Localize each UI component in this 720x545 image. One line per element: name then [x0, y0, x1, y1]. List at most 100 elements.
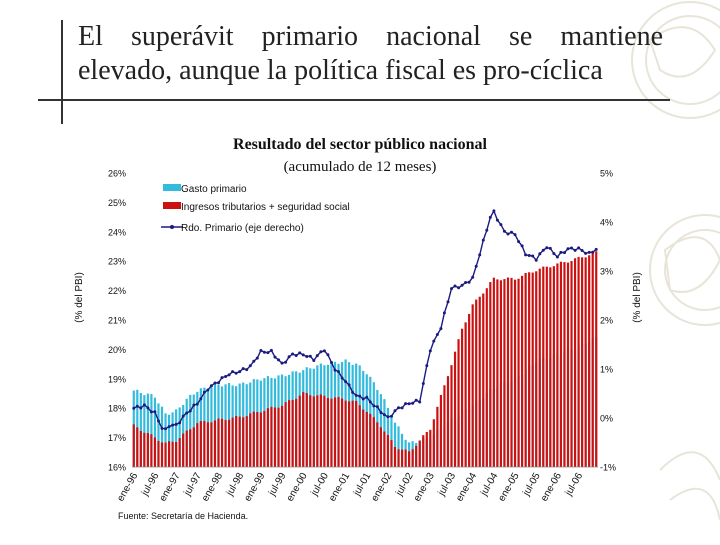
legend-marker-resultado: [170, 225, 174, 229]
slide-title-line1: El superávit primario nacional se mantie…: [78, 21, 663, 52]
resultado-point: [379, 411, 383, 414]
resultado-point: [174, 422, 178, 426]
left-tick-label: 16%: [108, 463, 126, 473]
ingresos-bar: [199, 421, 202, 467]
ingresos-bar: [323, 395, 326, 467]
ingresos-bar: [351, 400, 354, 467]
resultado-point: [326, 353, 330, 357]
resultado-point: [241, 367, 245, 371]
ingresos-bar: [231, 417, 234, 467]
ingresos-bar: [312, 396, 315, 467]
resultado-point: [421, 382, 425, 385]
ingresos-bar: [203, 420, 206, 467]
ingresos-bar: [192, 427, 195, 467]
resultado-point: [531, 254, 535, 258]
resultado-point: [139, 406, 143, 410]
resultado-point: [471, 275, 475, 279]
gasto-bar: [178, 407, 181, 467]
ingresos-bar: [238, 416, 241, 467]
left-tick-label: 22%: [108, 286, 126, 296]
resultado-point: [238, 370, 242, 374]
ingresos-bar: [139, 431, 142, 467]
resultado-point: [167, 425, 171, 429]
left-tick-label: 25%: [108, 198, 126, 208]
resultado-point: [375, 405, 379, 409]
ingresos-bar: [418, 440, 421, 467]
ingresos-bar: [513, 279, 517, 467]
resultado-point: [160, 426, 164, 430]
resultado-point: [450, 287, 453, 291]
ingresos-bar: [425, 432, 428, 467]
ingresos-bar: [460, 328, 464, 467]
ingresos-bar: [531, 272, 534, 467]
left-tick-label: 23%: [108, 257, 126, 267]
x-tick-label: ene-02: [369, 471, 394, 504]
x-tick-label: jul-02: [393, 471, 415, 499]
chart-subtitle: (acumulado de 12 meses): [283, 159, 437, 175]
legend-swatch-gasto: [163, 184, 181, 191]
gasto-bar: [175, 409, 178, 467]
ingresos-bar: [242, 417, 245, 467]
x-tick-label: ene-98: [200, 471, 225, 504]
resultado-point: [594, 247, 598, 251]
gasto-bar: [164, 413, 167, 467]
resultado-point: [453, 284, 457, 288]
ingresos-bar: [291, 399, 294, 467]
resultado-point: [171, 423, 175, 427]
resultado-point: [577, 246, 581, 250]
ingresos-bar: [252, 411, 255, 467]
resultado-point: [464, 281, 468, 284]
resultado-point: [481, 238, 485, 242]
ingresos-bar: [559, 261, 563, 467]
ingresos-bar: [189, 429, 192, 467]
ingresos-bar: [563, 262, 566, 467]
ingresos-bar: [489, 282, 492, 467]
ingresos-bar: [305, 393, 308, 467]
gasto-bar: [393, 422, 397, 467]
resultado-point: [474, 264, 478, 268]
ingresos-bar: [570, 261, 573, 467]
legend-swatch-ingresos: [163, 202, 181, 209]
ingresos-bar: [482, 293, 485, 467]
resultado-point: [291, 352, 295, 356]
ingresos-bar: [588, 255, 591, 467]
x-tick-label: jul-05: [521, 471, 543, 499]
x-tick-label: jul-03: [436, 471, 458, 499]
ingresos-bar: [411, 449, 414, 467]
ingresos-bar: [492, 277, 495, 467]
ingresos-bar: [227, 419, 231, 467]
resultado-point: [478, 253, 482, 257]
resultado-point: [541, 248, 545, 252]
ingresos-bar: [468, 313, 471, 467]
resultado-point: [135, 404, 139, 408]
right-tick-label: 4%: [600, 218, 613, 228]
ingresos-bar: [581, 257, 584, 467]
resultado-point: [573, 248, 577, 252]
resultado-point: [294, 354, 298, 357]
ingresos-bar: [136, 427, 139, 467]
title-horizontal-rule: [38, 99, 670, 101]
gasto-bar: [153, 397, 157, 467]
ingresos-bar: [415, 445, 418, 467]
resultado-point: [442, 311, 446, 315]
resultado-point: [580, 249, 584, 252]
resultado-point: [312, 359, 316, 362]
resultado-point: [407, 402, 411, 406]
ingresos-bar: [595, 251, 598, 467]
slide-title: El superávit primario nacional se mantie…: [78, 20, 663, 88]
ingresos-bar: [298, 395, 301, 467]
resultado-line-group: [132, 209, 598, 431]
resultado-point: [245, 368, 249, 372]
ingresos-bar: [386, 434, 390, 467]
resultado-point: [552, 252, 556, 256]
resultado-point: [418, 400, 422, 404]
right-tick-label: 3%: [600, 267, 613, 277]
ingresos-bar: [404, 449, 407, 467]
ingresos-bar: [326, 398, 330, 467]
ingresos-bar: [376, 422, 379, 467]
resultado-point: [213, 381, 217, 385]
resultado-point: [284, 360, 288, 364]
ingresos-bar: [245, 416, 248, 467]
ingresos-bar: [249, 413, 252, 467]
